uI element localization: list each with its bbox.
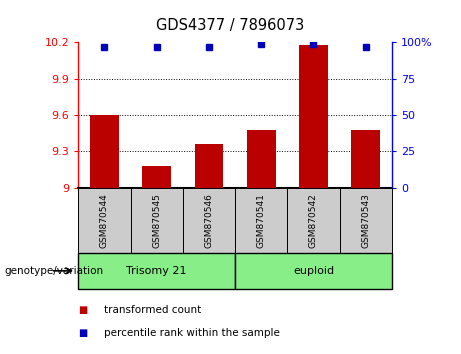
Text: genotype/variation: genotype/variation — [5, 266, 104, 276]
Text: GSM870545: GSM870545 — [152, 193, 161, 248]
Text: percentile rank within the sample: percentile rank within the sample — [104, 328, 280, 338]
Text: transformed count: transformed count — [104, 305, 201, 315]
Bar — [351, 130, 380, 188]
Text: euploid: euploid — [293, 266, 334, 276]
Text: ■: ■ — [78, 328, 88, 338]
Text: GSM870541: GSM870541 — [257, 193, 266, 248]
Bar — [90, 115, 119, 188]
Text: GSM870546: GSM870546 — [205, 193, 213, 248]
Text: GSM870544: GSM870544 — [100, 193, 109, 248]
Text: ■: ■ — [78, 305, 88, 315]
Bar — [142, 166, 171, 188]
Text: GSM870543: GSM870543 — [361, 193, 370, 248]
Text: GDS4377 / 7896073: GDS4377 / 7896073 — [156, 18, 305, 33]
Bar — [247, 130, 276, 188]
Text: GSM870542: GSM870542 — [309, 193, 318, 248]
Bar — [299, 45, 328, 188]
Bar — [195, 144, 223, 188]
Text: Trisomy 21: Trisomy 21 — [126, 266, 187, 276]
